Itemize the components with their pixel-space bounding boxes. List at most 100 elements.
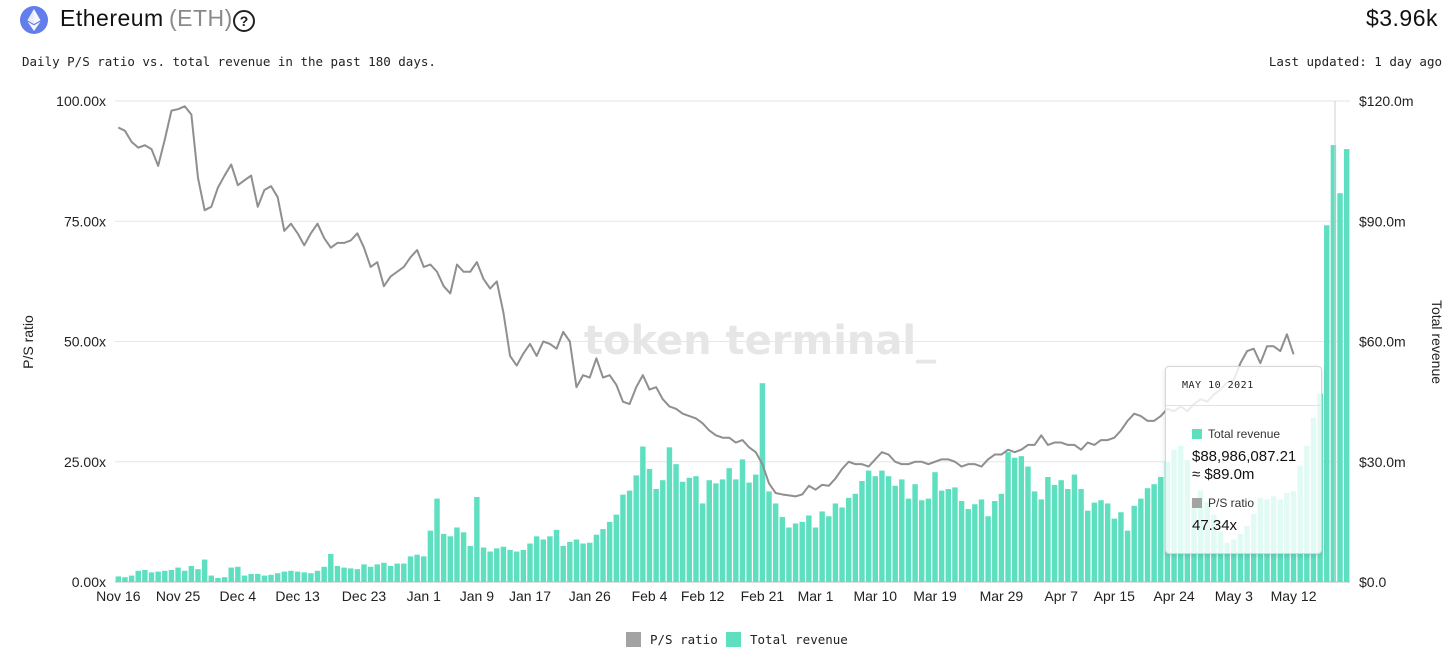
revenue-bar[interactable] [806, 515, 812, 582]
revenue-bar[interactable] [766, 491, 772, 582]
revenue-bar[interactable] [919, 500, 925, 582]
revenue-bar[interactable] [494, 548, 500, 582]
revenue-bar[interactable] [1065, 489, 1071, 582]
revenue-bar[interactable] [1224, 542, 1230, 582]
revenue-bar[interactable] [998, 493, 1005, 582]
revenue-bar[interactable] [686, 477, 693, 582]
revenue-bar[interactable] [992, 501, 998, 582]
revenue-bar[interactable] [221, 577, 228, 582]
revenue-bar[interactable] [547, 536, 553, 582]
revenue-bar[interactable] [135, 570, 141, 582]
revenue-bar[interactable] [248, 573, 254, 582]
revenue-bar[interactable] [1131, 505, 1137, 582]
revenue-bar[interactable] [899, 479, 905, 582]
revenue-bar[interactable] [726, 468, 732, 582]
revenue-bar[interactable] [288, 570, 294, 582]
revenue-bar[interactable] [972, 504, 978, 582]
revenue-bar[interactable] [347, 568, 354, 582]
revenue-bar[interactable] [1237, 533, 1244, 582]
revenue-bar[interactable] [228, 567, 234, 582]
revenue-bar[interactable] [1011, 457, 1018, 582]
revenue-bar[interactable] [1124, 530, 1131, 582]
revenue-bar[interactable] [474, 497, 480, 582]
revenue-bar[interactable] [606, 521, 613, 583]
revenue-bar[interactable] [168, 569, 175, 582]
revenue-bar[interactable] [746, 482, 752, 582]
revenue-bar[interactable] [879, 470, 885, 582]
revenue-bar[interactable] [500, 546, 507, 582]
revenue-bar[interactable] [1018, 456, 1025, 582]
revenue-bar[interactable] [925, 498, 932, 582]
revenue-bar[interactable] [241, 575, 248, 582]
revenue-bar[interactable] [480, 547, 487, 582]
revenue-bar[interactable] [235, 566, 241, 582]
revenue-bar[interactable] [182, 570, 188, 582]
revenue-bar[interactable] [1151, 484, 1157, 582]
revenue-bar[interactable] [759, 383, 766, 582]
revenue-bar[interactable] [719, 479, 726, 582]
revenue-bar[interactable] [640, 446, 646, 582]
revenue-bar[interactable] [633, 475, 639, 582]
revenue-bar[interactable] [587, 542, 593, 582]
revenue-bar[interactable] [978, 499, 985, 582]
revenue-bar[interactable] [845, 497, 852, 582]
revenue-bar[interactable] [148, 572, 155, 582]
revenue-bar[interactable] [401, 563, 407, 582]
revenue-bar[interactable] [374, 564, 380, 582]
revenue-bar[interactable] [553, 529, 560, 582]
revenue-bar[interactable] [427, 530, 434, 582]
revenue-bar[interactable] [321, 566, 327, 582]
revenue-bar[interactable] [533, 536, 540, 582]
revenue-bar[interactable] [620, 494, 626, 582]
revenue-bar[interactable] [733, 479, 739, 582]
revenue-bar[interactable] [653, 489, 659, 582]
revenue-bar[interactable] [1025, 466, 1031, 582]
revenue-bar[interactable] [294, 571, 301, 582]
revenue-bar[interactable] [155, 571, 161, 582]
revenue-bar[interactable] [613, 514, 620, 582]
revenue-bar[interactable] [387, 565, 394, 582]
revenue-bar[interactable] [467, 545, 473, 582]
revenue-bar[interactable] [819, 511, 825, 582]
revenue-bar[interactable] [1337, 193, 1343, 582]
revenue-bar[interactable] [673, 464, 679, 582]
revenue-bar[interactable] [268, 574, 274, 582]
revenue-bar[interactable] [128, 575, 135, 582]
revenue-bar[interactable] [328, 553, 334, 582]
revenue-bar[interactable] [660, 480, 666, 582]
revenue-bar[interactable] [1045, 476, 1051, 582]
revenue-bar[interactable] [1343, 149, 1350, 582]
revenue-bar[interactable] [188, 565, 195, 582]
revenue-bar[interactable] [593, 534, 600, 582]
revenue-bar[interactable] [281, 571, 288, 582]
revenue-bar[interactable] [208, 575, 214, 582]
revenue-bar[interactable] [1058, 480, 1064, 582]
revenue-bar[interactable] [1138, 498, 1144, 582]
revenue-bar[interactable] [1031, 491, 1038, 582]
revenue-bar[interactable] [958, 501, 965, 582]
revenue-bar[interactable] [1005, 452, 1011, 582]
revenue-bar[interactable] [1104, 503, 1111, 582]
revenue-bar[interactable] [487, 551, 493, 582]
revenue-bar[interactable] [779, 517, 786, 582]
ps-ratio-line[interactable] [117, 105, 1295, 498]
revenue-bar[interactable] [626, 490, 633, 582]
revenue-bar[interactable] [122, 577, 128, 582]
revenue-bar[interactable] [985, 516, 991, 582]
revenue-bar[interactable] [600, 529, 606, 582]
revenue-bar[interactable] [859, 480, 865, 582]
revenue-bar[interactable] [912, 484, 918, 582]
revenue-bar[interactable] [852, 493, 859, 582]
revenue-bar[interactable] [261, 575, 268, 582]
revenue-bar[interactable] [1231, 539, 1237, 582]
revenue-bar[interactable] [792, 523, 799, 582]
revenue-bar[interactable] [812, 527, 819, 582]
revenue-bar[interactable] [540, 539, 546, 582]
revenue-bar[interactable] [753, 474, 759, 582]
revenue-bar[interactable] [301, 572, 307, 582]
revenue-bar[interactable] [965, 509, 971, 582]
revenue-bar[interactable] [1085, 510, 1091, 582]
revenue-bar[interactable] [1158, 476, 1164, 582]
revenue-bar[interactable] [1217, 531, 1224, 583]
